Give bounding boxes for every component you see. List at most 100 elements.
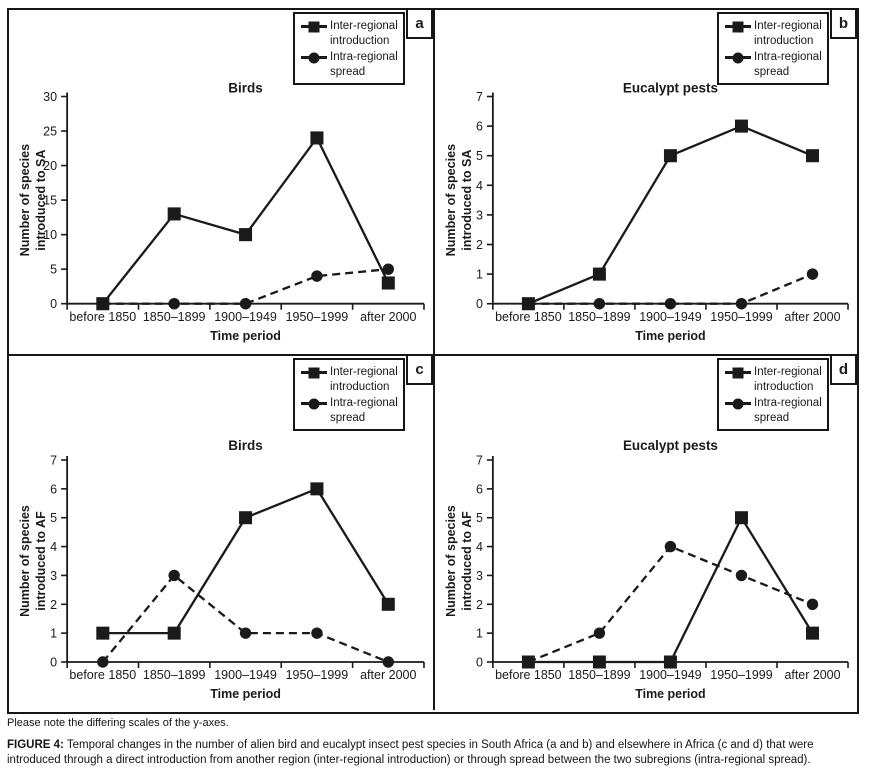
circle-marker-icon	[301, 50, 327, 65]
svg-text:1950–1999: 1950–1999	[286, 668, 349, 682]
panel-label-c: c	[406, 356, 433, 385]
circle-marker-icon	[725, 50, 751, 65]
svg-text:6: 6	[476, 120, 483, 134]
svg-text:7: 7	[476, 90, 483, 104]
svg-text:introduced to SA: introduced to SA	[460, 149, 474, 250]
svg-text:after 2000: after 2000	[360, 668, 416, 682]
svg-text:before 1850: before 1850	[69, 668, 136, 682]
legend: Inter-regional introduction Intra-region…	[293, 12, 405, 85]
panel-a: Birds 0 5 10 15 20 25 30 before 1850 1850–1899 190…	[9, 10, 433, 354]
svg-text:6: 6	[50, 482, 57, 496]
svg-text:30: 30	[43, 90, 57, 104]
svg-text:0: 0	[50, 297, 57, 311]
svg-text:Number of species: Number of species	[18, 505, 32, 617]
figure-caption-label: FIGURE 4:	[7, 739, 64, 751]
square-marker-icon	[725, 19, 751, 34]
legend-item-label: Inter-regional introduction	[330, 366, 398, 393]
svg-text:3: 3	[476, 208, 483, 222]
svg-text:7: 7	[50, 454, 57, 468]
legend-item-label: Inter-regional introduction	[330, 20, 398, 47]
svg-text:after 2000: after 2000	[784, 668, 840, 682]
svg-text:0: 0	[476, 297, 483, 311]
svg-text:1900–1949: 1900–1949	[639, 668, 701, 682]
svg-text:4: 4	[50, 540, 57, 554]
legend-item-inter-regional: Inter-regional introduction	[725, 19, 823, 48]
svg-text:7: 7	[476, 453, 483, 467]
svg-text:Number of species: Number of species	[18, 144, 32, 256]
chart-d: Eucalypt pests 0 1 2 3 4 5 6 7 before 1850 1850–18…	[444, 438, 849, 701]
svg-text:Birds: Birds	[228, 438, 263, 453]
svg-text:1: 1	[476, 268, 483, 282]
svg-text:1950–1999: 1950–1999	[710, 668, 772, 682]
square-marker-icon	[725, 365, 751, 380]
svg-text:2: 2	[50, 598, 57, 612]
svg-text:0: 0	[50, 656, 57, 670]
svg-text:15: 15	[43, 194, 57, 208]
panel-d: Eucalypt pests 0 1 2 3 4 5 6 7 before 1850 1850–18…	[433, 354, 857, 710]
legend-item-intra-regional: Intra-regional spread	[301, 50, 399, 79]
svg-text:1850–1899: 1850–1899	[568, 310, 630, 324]
svg-text:Time period: Time period	[635, 687, 705, 701]
panel-c: Birds 0 1 2 3 4 5 6 7 before 1850 1850–1899 1900–19…	[9, 354, 433, 710]
legend: Inter-regional introduction Intra-region…	[717, 358, 829, 431]
svg-text:4: 4	[476, 179, 483, 193]
figure-caption: FIGURE 4: Temporal changes in the number…	[7, 738, 863, 767]
svg-text:1900–1949: 1900–1949	[214, 668, 277, 682]
svg-text:1950–1999: 1950–1999	[710, 310, 772, 324]
svg-text:before 1850: before 1850	[69, 310, 136, 324]
svg-text:1850–1899: 1850–1899	[143, 310, 206, 324]
svg-text:4: 4	[476, 540, 483, 554]
svg-text:1850–1899: 1850–1899	[143, 668, 206, 682]
figure-caption-text: Temporal changes in the number of alien …	[7, 739, 814, 766]
svg-text:before 1850: before 1850	[495, 668, 562, 682]
legend-item-label: Inter-regional introduction	[754, 20, 822, 47]
svg-text:1: 1	[50, 627, 57, 641]
svg-text:1850–1899: 1850–1899	[568, 668, 630, 682]
legend-item-intra-regional: Intra-regional spread	[725, 50, 823, 79]
svg-text:Time period: Time period	[635, 329, 705, 343]
svg-text:5: 5	[50, 263, 57, 277]
svg-text:1900–1949: 1900–1949	[214, 310, 277, 324]
square-marker-icon	[301, 19, 327, 34]
legend-item-inter-regional: Inter-regional introduction	[301, 365, 399, 394]
svg-text:0: 0	[476, 655, 483, 669]
panel-label-d: d	[830, 356, 857, 385]
svg-text:Birds: Birds	[228, 80, 263, 95]
legend-item-label: Intra-regional spread	[754, 397, 822, 424]
svg-text:6: 6	[476, 482, 483, 496]
svg-text:Time period: Time period	[210, 329, 281, 343]
legend: Inter-regional introduction Intra-region…	[717, 12, 829, 85]
panel-grid: Birds 0 5 10 15 20 25 30 before 1850 1850–1899 190…	[7, 8, 859, 714]
svg-text:introduced to AF: introduced to AF	[34, 511, 48, 611]
svg-text:3: 3	[476, 569, 483, 583]
svg-text:1: 1	[476, 627, 483, 641]
legend-item-intra-regional: Intra-regional spread	[725, 396, 823, 425]
svg-text:before 1850: before 1850	[495, 310, 562, 324]
svg-text:after 2000: after 2000	[784, 310, 840, 324]
svg-text:20: 20	[43, 159, 57, 173]
chart-c: Birds 0 1 2 3 4 5 6 7 before 1850 1850–1899 1900–19…	[18, 438, 425, 701]
svg-text:5: 5	[476, 149, 483, 163]
circle-marker-icon	[301, 396, 327, 411]
svg-text:10: 10	[43, 228, 57, 242]
legend: Inter-regional introduction Intra-region…	[293, 358, 405, 431]
svg-text:2: 2	[476, 598, 483, 612]
svg-text:Time period: Time period	[210, 687, 281, 701]
legend-item-label: Intra-regional spread	[330, 51, 398, 78]
svg-text:Number of species: Number of species	[444, 505, 458, 617]
chart-a: Birds 0 5 10 15 20 25 30 before 1850 1850–1899 190…	[18, 80, 425, 343]
svg-text:after 2000: after 2000	[360, 310, 416, 324]
legend-item-label: Intra-regional spread	[330, 397, 398, 424]
svg-text:5: 5	[476, 511, 483, 525]
legend-item-intra-regional: Intra-regional spread	[301, 396, 399, 425]
svg-text:introduced to SA: introduced to SA	[34, 149, 48, 250]
svg-text:Number of species: Number of species	[444, 144, 458, 256]
svg-text:3: 3	[50, 569, 57, 583]
legend-item-inter-regional: Inter-regional introduction	[301, 19, 399, 48]
note-text: Please note the differing scales of the …	[7, 717, 229, 729]
circle-marker-icon	[725, 396, 751, 411]
panel-label-b: b	[830, 10, 857, 39]
legend-item-inter-regional: Inter-regional introduction	[725, 365, 823, 394]
svg-text:1950–1999: 1950–1999	[286, 310, 349, 324]
